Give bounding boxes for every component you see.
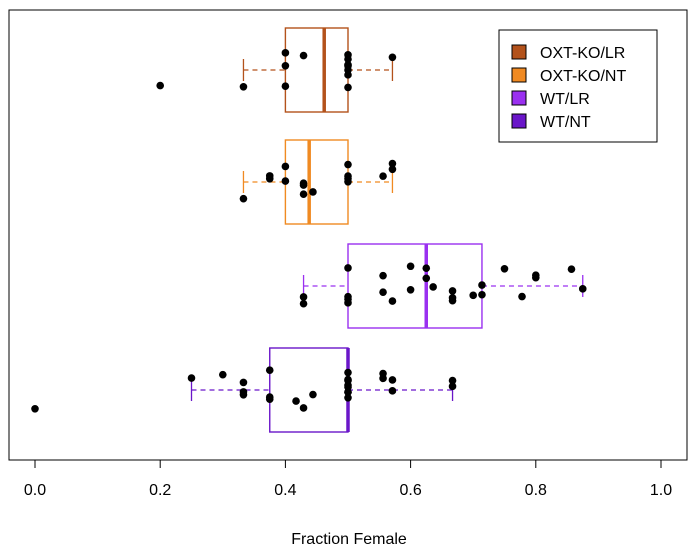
data-point <box>379 288 387 296</box>
data-point <box>292 397 300 405</box>
data-point <box>299 293 308 301</box>
data-point <box>478 281 486 289</box>
data-point <box>281 61 290 70</box>
data-point <box>281 162 290 171</box>
data-point <box>239 378 248 387</box>
data-point <box>344 383 352 391</box>
data-point <box>299 190 308 199</box>
data-point <box>239 194 248 203</box>
legend-swatch <box>511 44 527 60</box>
data-point <box>500 264 509 273</box>
x-tick-label: 0.4 <box>274 482 296 499</box>
legend-item: WT/LR <box>511 90 590 108</box>
x-axis-label: Fraction Female <box>291 531 407 548</box>
boxplot-wt-nt <box>190 347 454 433</box>
data-point <box>448 294 457 302</box>
data-point <box>344 393 352 402</box>
data-point <box>344 160 352 169</box>
data-point <box>388 376 397 384</box>
data-point <box>478 290 486 299</box>
data-point <box>299 299 308 308</box>
data-point <box>448 376 457 385</box>
boxplot-oxt-ko-lr <box>242 27 394 113</box>
data-point <box>406 285 415 294</box>
data-point <box>567 265 576 273</box>
data-point <box>299 181 308 189</box>
data-point <box>406 262 415 271</box>
data-point <box>265 366 274 375</box>
box-iqr <box>269 347 349 433</box>
legend-swatch <box>511 67 527 83</box>
data-point <box>219 370 227 379</box>
legend-swatch <box>511 90 527 106</box>
data-point <box>344 177 352 186</box>
data-point <box>239 390 248 399</box>
data-point <box>31 404 39 413</box>
data-point <box>187 374 196 382</box>
data-point <box>265 174 274 183</box>
data-point <box>422 264 431 272</box>
box-iqr <box>347 243 483 329</box>
data-point <box>265 395 274 404</box>
data-point <box>448 382 457 391</box>
data-point <box>309 188 317 196</box>
data-point <box>239 82 248 91</box>
legend-item: OXT-KO/NT <box>511 67 626 85</box>
legend-swatch <box>511 113 527 129</box>
data-point <box>344 299 352 307</box>
x-tick-label: 0.8 <box>525 482 547 499</box>
x-tick-label: 0.0 <box>24 482 46 499</box>
boxplot-oxt-ko-nt <box>242 139 394 225</box>
data-point <box>388 297 397 305</box>
data-point <box>379 271 387 280</box>
data-point <box>344 51 352 59</box>
x-axis: 0.0 0.2 0.4 0.6 0.8 1.0 <box>24 460 672 499</box>
legend-label: OXT-KO/NT <box>540 68 626 85</box>
data-point <box>344 83 352 92</box>
data-point <box>578 285 587 293</box>
data-point <box>281 49 290 57</box>
data-point <box>388 165 397 174</box>
legend-item: WT/NT <box>511 113 591 131</box>
data-point <box>299 404 308 412</box>
data-point <box>469 291 478 300</box>
data-point <box>448 287 457 295</box>
data-point <box>379 172 387 180</box>
data-point <box>344 264 352 272</box>
data-point <box>388 159 397 168</box>
data-point <box>281 82 290 91</box>
data-points <box>31 49 587 413</box>
data-point <box>344 62 352 70</box>
data-point <box>388 387 397 395</box>
data-point <box>299 51 308 60</box>
legend: OXT-KO/LR OXT-KO/NT WT/LR WT/NT <box>498 29 658 143</box>
x-tick-label: 0.2 <box>149 482 171 499</box>
legend-label: WT/NT <box>540 114 591 131</box>
x-tick-label: 1.0 <box>650 482 672 499</box>
data-point <box>156 81 164 90</box>
data-point <box>422 274 431 283</box>
data-point <box>518 292 526 301</box>
data-point <box>379 374 387 383</box>
data-point <box>309 390 317 399</box>
legend-label: WT/LR <box>540 91 590 108</box>
data-point <box>344 172 352 180</box>
x-tick-label: 0.6 <box>399 482 421 499</box>
legend-item: OXT-KO/LR <box>511 44 625 62</box>
box-iqr <box>284 139 349 225</box>
plot-frame <box>8 9 688 461</box>
legend-label: OXT-KO/LR <box>540 45 625 62</box>
data-point <box>344 375 352 384</box>
data-point <box>388 53 397 62</box>
box-iqr <box>284 27 349 113</box>
data-point <box>344 71 352 79</box>
data-point <box>344 368 352 377</box>
data-point <box>281 177 290 185</box>
boxplots <box>190 27 584 433</box>
data-point <box>429 283 437 291</box>
data-point <box>532 273 540 282</box>
boxplot-wt-lr <box>302 243 584 329</box>
